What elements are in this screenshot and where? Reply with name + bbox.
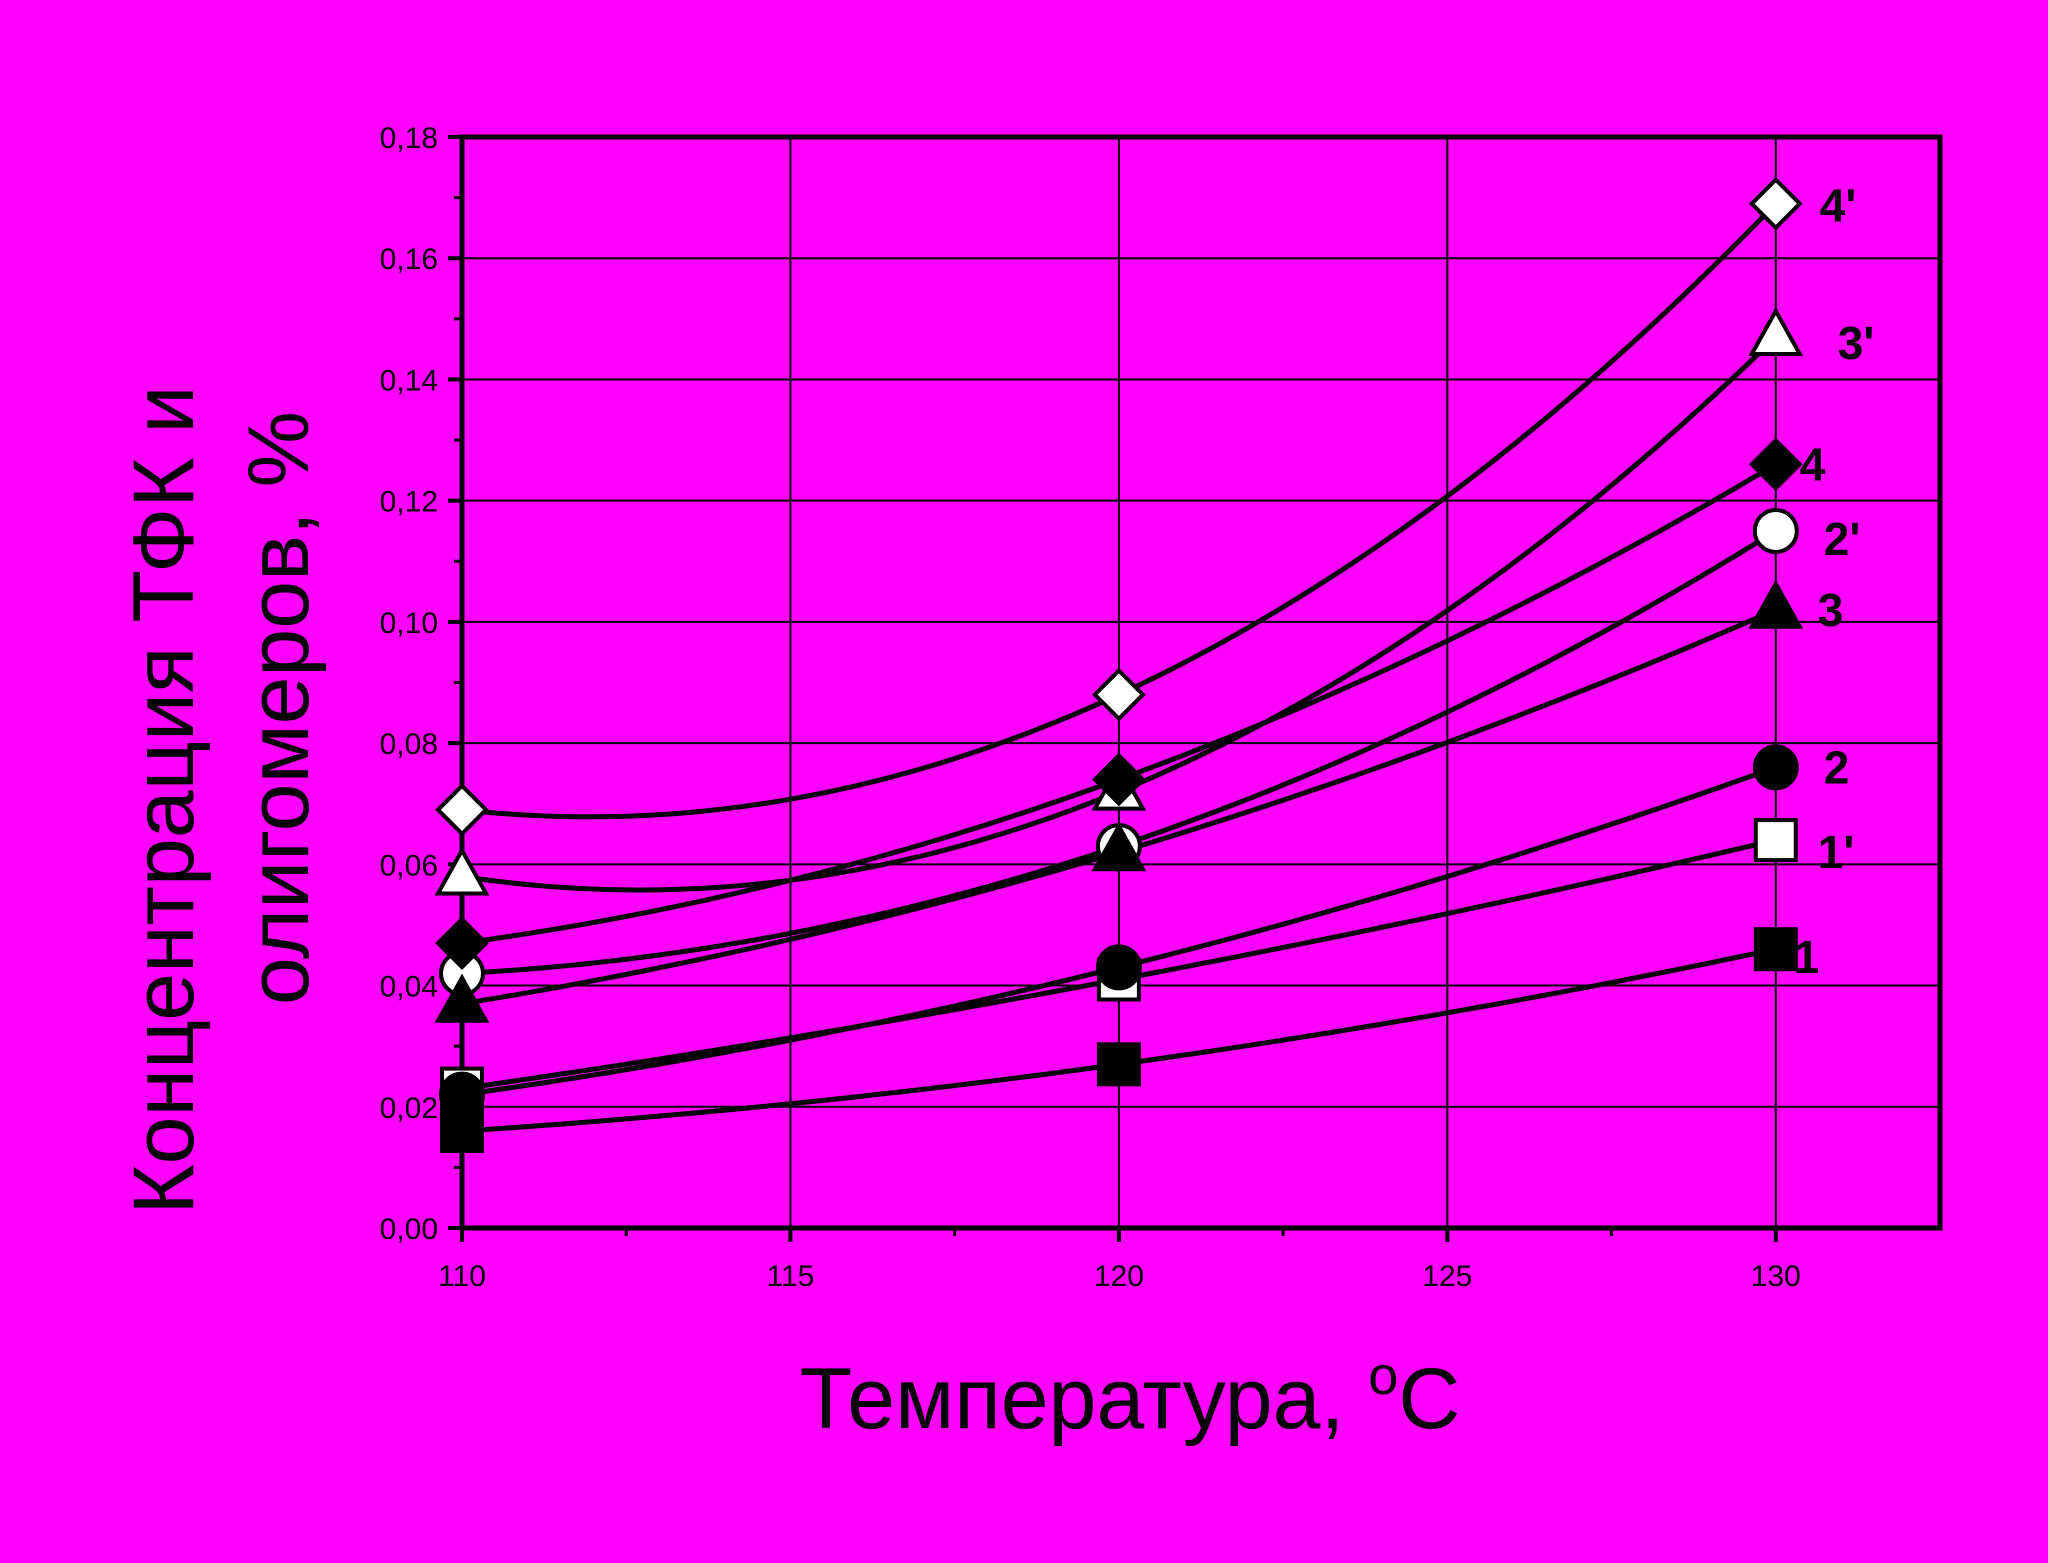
data-point-4p [1092,667,1146,722]
x-tick-label: 130 [1751,1260,1801,1293]
plot-border [459,134,1943,1231]
data-point-3p [434,846,490,896]
series-label-3: 3 [1818,584,1844,636]
y-tick-label: 0,00 [380,1213,438,1246]
series-labels: 1 1' 2 2' 3 3' 4 4' [1794,180,1875,984]
x-tick-label: 125 [1422,1260,1472,1293]
data-point-4 [1092,752,1146,807]
data-point-3 [434,973,490,1023]
data-point-1 [1096,1042,1141,1087]
plot-frame [459,134,1943,1231]
data-point-4 [435,916,489,970]
y-tick-label: 0,16 [380,243,438,276]
series-label-2p: 2' [1824,513,1861,565]
y-tick-label: 0,04 [380,971,438,1004]
y-tick-label: 0,14 [380,364,438,397]
data-point-3p [1748,306,1804,357]
series-label-3p: 3' [1838,317,1875,369]
y-axis-title-line2: олигомеров, % [231,411,327,1005]
y-tick-label: 0,06 [380,849,438,882]
x-axis-title: Температура, oC [800,1346,1461,1447]
data-point-4p [435,782,489,837]
series-markers [434,176,1804,1154]
series-label-1p: 1' [1818,826,1855,878]
data-point-1 [1753,927,1798,972]
series-label-1: 1 [1794,931,1820,983]
grid-lines [462,136,1940,1228]
series-label-2: 2 [1824,741,1850,793]
y-tick-label: 0,12 [380,486,438,519]
y-tick-label: 0,10 [380,607,438,640]
x-tick-label: 115 [767,1260,815,1293]
x-tick-label: 120 [1094,1260,1144,1293]
data-point-3 [1748,579,1804,629]
data-point-2p [1752,507,1799,554]
data-point-2 [1095,944,1142,991]
data-point-4p [1748,176,1803,231]
data-point-4 [1748,437,1803,492]
axis-ticks: 110 115 120 125 130 0,00 0,02 0,04 0,06 0,08 0,10 0… [380,122,1801,1293]
series-label-4p: 4' [1820,180,1857,232]
data-point-3 [1091,822,1147,872]
y-tick-label: 0,08 [380,728,438,761]
series-label-4: 4 [1800,438,1826,490]
y-tick-label: 0,02 [380,1092,438,1125]
data-point-2 [1752,744,1799,791]
data-point-2 [439,1071,485,1118]
data-point-1p [1753,818,1798,863]
x-tick-label: 110 [438,1260,486,1293]
y-axis-title-line1: Концентрация ТФК и [116,386,212,1215]
y-tick-label: 0,18 [380,122,438,155]
